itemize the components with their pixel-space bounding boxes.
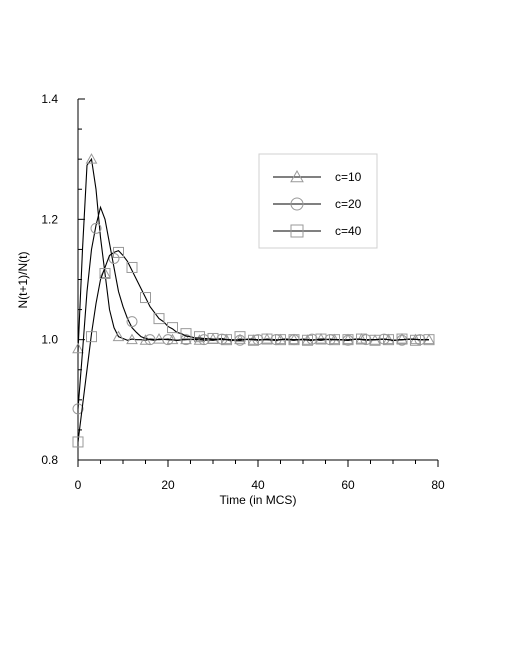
y-axis-label: N(t+1)/N(t) <box>16 251 30 308</box>
square-marker <box>99 267 111 279</box>
x-tick-label: 80 <box>431 478 445 492</box>
legend-label: c=40 <box>335 224 362 238</box>
legend-label: c=10 <box>335 170 362 184</box>
triangle-marker <box>72 342 84 354</box>
square-marker <box>302 334 313 346</box>
square-marker <box>288 334 300 346</box>
square-marker <box>290 224 304 238</box>
y-tick-label: 1.4 <box>41 92 58 106</box>
square-marker <box>423 334 435 346</box>
square-marker <box>275 334 286 346</box>
legend-label: c=20 <box>335 197 362 211</box>
square-marker <box>261 333 273 345</box>
square-marker <box>72 436 84 448</box>
triangle-marker <box>126 333 138 345</box>
triangle-marker <box>153 333 165 344</box>
triangle-marker <box>112 330 125 342</box>
triangle-marker <box>315 333 327 344</box>
square-marker <box>356 333 367 345</box>
square-marker <box>153 313 165 325</box>
circle-marker <box>90 222 102 234</box>
triangle-marker <box>139 334 152 345</box>
circle-marker <box>144 334 156 346</box>
triangle-marker <box>342 333 354 345</box>
plot-area: 0 20 40 60 80 0.8 1.0 1.2 1.4 <box>41 92 445 492</box>
circle-marker <box>162 334 174 346</box>
square-marker <box>315 333 327 345</box>
square-marker <box>396 333 408 345</box>
square-marker <box>410 334 421 346</box>
triangle-marker <box>290 169 304 183</box>
square-marker <box>329 334 340 346</box>
square-marker <box>126 261 138 273</box>
y-tick-label: 1.0 <box>41 333 58 347</box>
x-tick-label: 20 <box>161 478 175 492</box>
square-marker <box>248 334 259 346</box>
square-marker <box>221 334 232 346</box>
triangle-marker <box>261 333 273 344</box>
square-marker <box>383 334 394 346</box>
square-marker <box>140 292 151 304</box>
square-marker <box>167 322 178 334</box>
legend-box <box>258 153 378 249</box>
square-marker <box>234 331 246 343</box>
circle-marker <box>72 403 84 415</box>
circle-marker <box>180 334 192 346</box>
triangle-marker <box>355 333 368 344</box>
y-tick-label: 1.2 <box>41 212 58 226</box>
square-marker <box>113 246 124 258</box>
circle-marker <box>290 197 304 211</box>
square-marker <box>86 331 97 343</box>
x-ticks: 0 20 40 60 80 <box>75 460 445 492</box>
x-axis-label: Time (in MCS) <box>220 493 297 507</box>
legend-items: c=10 c=20 c=40 <box>273 169 362 238</box>
series-line <box>77 249 429 443</box>
circle-marker <box>126 316 138 328</box>
square-marker <box>369 334 381 346</box>
series-2 <box>72 246 435 448</box>
series-group <box>72 153 435 448</box>
triangle-marker <box>166 333 179 345</box>
triangle-marker <box>396 333 408 344</box>
x-tick-label: 60 <box>341 478 355 492</box>
x-tick-label: 40 <box>251 478 265 492</box>
square-marker <box>207 332 219 344</box>
triangle-marker <box>234 333 246 345</box>
triangle-marker <box>85 153 98 164</box>
square-marker <box>342 334 354 346</box>
x-tick-label: 0 <box>75 478 82 492</box>
square-marker <box>180 328 192 340</box>
legend: c=10 c=20 c=40 <box>258 153 378 249</box>
y-tick-label: 0.8 <box>41 453 58 467</box>
square-marker <box>194 331 205 343</box>
